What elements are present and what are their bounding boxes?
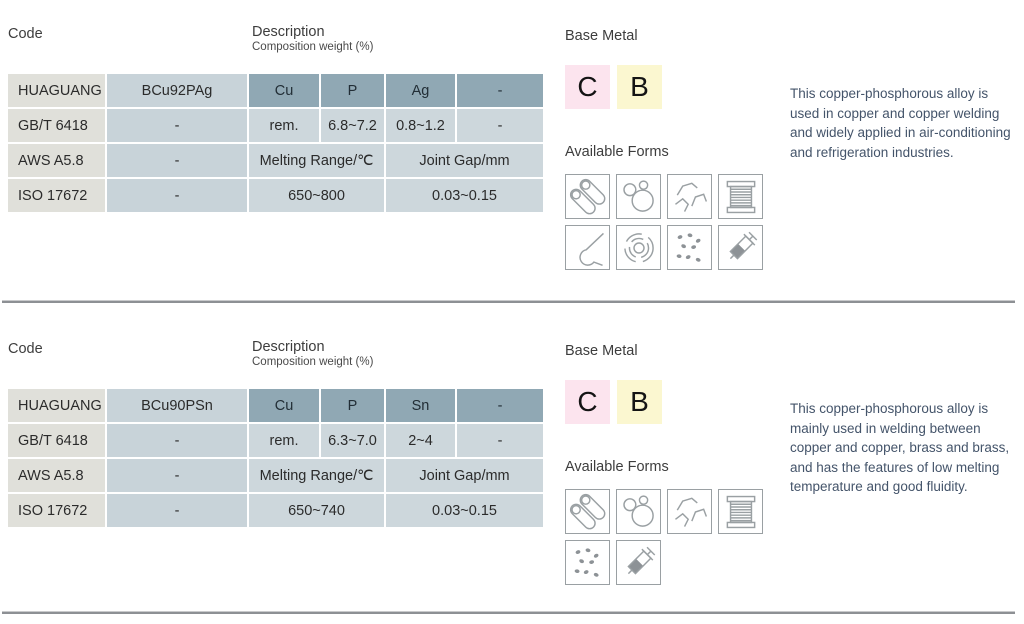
form-powder-icon	[565, 540, 610, 585]
table-cell-value: 6.8~7.2	[321, 109, 384, 142]
spec-table: HUAGUANG BCu90PSn Cu P Sn - GB/T 6418 - …	[8, 389, 543, 527]
form-coil-spool-icon	[718, 174, 763, 219]
code-label: Code	[8, 26, 43, 42]
table-cell-melting-range: Melting Range/℃	[249, 459, 384, 492]
form-rings-icon	[616, 174, 661, 219]
table-cell-value: -	[457, 424, 543, 457]
table-header-element: -	[457, 74, 543, 107]
table-header-element: P	[321, 389, 384, 422]
alloy-description: This copper-phosphorous alloy is used in…	[790, 86, 1011, 160]
table-cell-gap-value: 0.03~0.15	[386, 494, 543, 527]
table-cell-designation: BCu90PSn	[107, 389, 247, 422]
base-metal-copper-badge: C	[565, 65, 610, 109]
available-forms-label: Available Forms	[565, 459, 669, 475]
table-cell-designation: -	[107, 424, 247, 457]
table-cell-value: 0.8~1.2	[386, 109, 455, 142]
available-forms-grid	[565, 174, 763, 270]
table-cell-standard: ISO 17672	[8, 494, 105, 527]
table-cell-standard: AWS A5.8	[8, 459, 105, 492]
spec-table: HUAGUANG BCu92PAg Cu P Ag - GB/T 6418 - …	[8, 74, 543, 212]
alloy-description: This copper-phosphorous alloy is mainly …	[790, 401, 1010, 495]
base-metal-boxes: C B	[565, 380, 662, 424]
code-label: Code	[8, 341, 43, 357]
description-label-text: Description	[252, 339, 325, 355]
table-cell-brand: HUAGUANG	[8, 389, 105, 422]
table-cell-standard: ISO 17672	[8, 179, 105, 212]
table-cell-brand: HUAGUANG	[8, 74, 105, 107]
table-cell-joint-gap: Joint Gap/mm	[386, 144, 543, 177]
table-cell-value: -	[457, 109, 543, 142]
description-label: Description Composition weight (%)	[252, 24, 373, 53]
composition-weight-label: Composition weight (%)	[252, 356, 374, 368]
table-cell-melting-range: Melting Range/℃	[249, 144, 384, 177]
alloy-section-bcu92pag: Code Description Composition weight (%) …	[0, 22, 1024, 300]
table-cell-value: rem.	[249, 424, 319, 457]
table-cell-melting-value: 650~740	[249, 494, 384, 527]
base-metal-brass-badge: B	[617, 65, 662, 109]
section-divider	[2, 300, 1015, 303]
table-cell-designation: -	[107, 179, 247, 212]
table-cell-designation: BCu92PAg	[107, 74, 247, 107]
base-metal-label: Base Metal	[565, 28, 638, 44]
table-cell-standard: GB/T 6418	[8, 424, 105, 457]
table-cell-designation: -	[107, 459, 247, 492]
table-cell-designation: -	[107, 144, 247, 177]
available-forms-label: Available Forms	[565, 144, 669, 160]
table-cell-melting-value: 650~800	[249, 179, 384, 212]
description-label: Description Composition weight (%)	[252, 339, 373, 368]
table-header-element: -	[457, 389, 543, 422]
table-cell-designation: -	[107, 109, 247, 142]
form-preformed-ring-icon	[616, 225, 661, 270]
table-cell-joint-gap: Joint Gap/mm	[386, 459, 543, 492]
base-metal-label: Base Metal	[565, 343, 638, 359]
section-divider	[2, 611, 1015, 614]
alloy-section-bcu90psn: Code Description Composition weight (%) …	[0, 337, 1024, 615]
table-cell-designation: -	[107, 494, 247, 527]
form-coil-spool-icon	[718, 489, 763, 534]
form-rings-icon	[616, 489, 661, 534]
form-paste-syringe-icon	[718, 225, 763, 270]
composition-weight-label: Composition weight (%)	[252, 41, 374, 53]
table-cell-value: rem.	[249, 109, 319, 142]
table-cell-standard: AWS A5.8	[8, 144, 105, 177]
table-header-element: Ag	[386, 74, 455, 107]
base-metal-brass-badge: B	[617, 380, 662, 424]
base-metal-boxes: C B	[565, 65, 662, 109]
table-header-element: Sn	[386, 389, 455, 422]
form-wire-pieces-icon	[667, 174, 712, 219]
table-cell-value: 6.3~7.0	[321, 424, 384, 457]
base-metal-copper-badge: C	[565, 380, 610, 424]
table-header-element: Cu	[249, 74, 319, 107]
table-cell-value: 2~4	[386, 424, 455, 457]
table-cell-gap-value: 0.03~0.15	[386, 179, 543, 212]
form-rods-icon	[565, 174, 610, 219]
form-paste-syringe-icon	[616, 540, 661, 585]
form-wire-pieces-icon	[667, 489, 712, 534]
table-header-element: Cu	[249, 389, 319, 422]
form-rods-icon	[565, 489, 610, 534]
table-header-element: P	[321, 74, 384, 107]
description-label-text: Description	[252, 24, 325, 40]
form-bent-rod-icon	[565, 225, 610, 270]
table-cell-standard: GB/T 6418	[8, 109, 105, 142]
form-powder-icon	[667, 225, 712, 270]
available-forms-grid	[565, 489, 763, 585]
